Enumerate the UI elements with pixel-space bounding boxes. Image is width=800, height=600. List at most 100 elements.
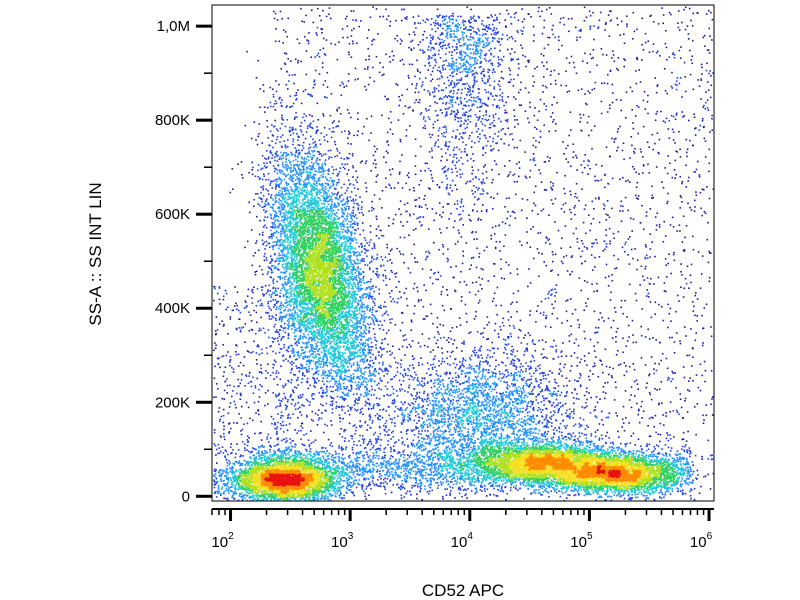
event-dot: [345, 472, 347, 474]
event-dot: [289, 472, 291, 474]
event-dot: [338, 245, 340, 248]
event-dot: [250, 451, 253, 453]
event-dot: [308, 498, 310, 501]
event-dot: [269, 484, 272, 487]
event-dot: [278, 474, 280, 476]
event-dot: [337, 386, 339, 389]
event-dot: [227, 477, 230, 479]
event-dot: [246, 491, 248, 494]
event-dot: [289, 465, 291, 467]
event-dot: [302, 203, 305, 206]
event-dot: [336, 480, 339, 483]
event-dot: [248, 464, 250, 466]
event-dot: [290, 487, 292, 490]
event-dot: [319, 485, 322, 487]
event-dot: [348, 489, 350, 491]
event-dot: [283, 288, 286, 291]
event-dot: [377, 276, 379, 279]
event-dot: [251, 472, 253, 475]
event-dot: [280, 494, 282, 497]
event-dot: [268, 489, 271, 491]
event-dot: [326, 497, 329, 500]
event-dot: [295, 482, 298, 485]
event-dot: [298, 469, 300, 472]
event-dot: [313, 495, 316, 497]
event-dot: [364, 356, 367, 359]
event-dot: [329, 380, 331, 383]
event-dot: [268, 458, 270, 461]
event-dot: [341, 497, 343, 500]
event-dot: [244, 485, 247, 487]
event-dot: [339, 167, 342, 169]
event-dot: [363, 260, 365, 262]
event-dot: [288, 458, 291, 461]
event-dot: [241, 464, 243, 466]
event-dot: [290, 455, 292, 458]
event-dot: [316, 472, 318, 475]
event-dot: [235, 453, 237, 455]
event-dot: [293, 482, 296, 484]
event-dot: [334, 143, 337, 146]
event-dot: [337, 490, 340, 493]
event-dot: [255, 458, 257, 461]
event-dot: [285, 497, 288, 499]
event-dot: [357, 227, 359, 230]
event-dot: [295, 149, 298, 152]
event-dot: [307, 257, 309, 259]
event-dot: [255, 473, 257, 476]
event-dot: [299, 498, 302, 500]
event-dot: [319, 467, 322, 470]
event-dot: [368, 494, 370, 497]
event-dot: [220, 473, 223, 476]
event-dot: [265, 462, 268, 465]
event-dot: [239, 455, 241, 458]
event-dot: [225, 471, 228, 474]
event-dot: [292, 490, 294, 493]
event-dot: [282, 489, 284, 492]
event-dot: [244, 468, 246, 471]
event-dot: [301, 488, 303, 490]
event-dot: [264, 492, 267, 494]
event-dot: [234, 480, 236, 483]
event-dot: [323, 483, 326, 486]
event-dot: [265, 461, 267, 463]
event-dot: [347, 366, 349, 368]
event-dot: [284, 480, 287, 482]
event-dot: [249, 479, 251, 482]
event-dot: [262, 498, 264, 501]
event-dot: [356, 176, 359, 179]
event-dot: [261, 486, 263, 488]
event-dot: [287, 474, 290, 477]
event-dot: [310, 482, 312, 485]
event-dot: [315, 474, 318, 476]
event-dot: [284, 472, 286, 475]
event-dot: [301, 475, 303, 478]
event-dot: [277, 287, 279, 290]
event-dot: [276, 460, 278, 462]
event-dot: [354, 272, 357, 274]
event-dot: [368, 481, 371, 484]
event-dot: [231, 481, 233, 484]
event-dot: [302, 472, 305, 474]
event-dot: [318, 476, 321, 479]
event-dot: [328, 490, 331, 492]
event-dot: [287, 489, 289, 492]
event-dot: [292, 482, 294, 484]
event-dot: [372, 271, 375, 273]
event-dot: [254, 483, 257, 485]
event-dot: [266, 491, 268, 494]
event-dot: [217, 486, 220, 489]
event-dot: [278, 333, 281, 335]
event-dot: [263, 489, 265, 492]
event-dot: [309, 477, 312, 479]
event-dot: [313, 474, 316, 477]
event-dot: [296, 495, 299, 497]
event-dot: [337, 486, 339, 489]
event-dot: [276, 475, 278, 478]
event-dot: [360, 382, 363, 384]
event-dot: [259, 478, 262, 481]
event-dot: [270, 496, 272, 499]
event-dot: [289, 499, 291, 502]
event-dot: [259, 488, 262, 491]
event-dot: [358, 456, 361, 459]
